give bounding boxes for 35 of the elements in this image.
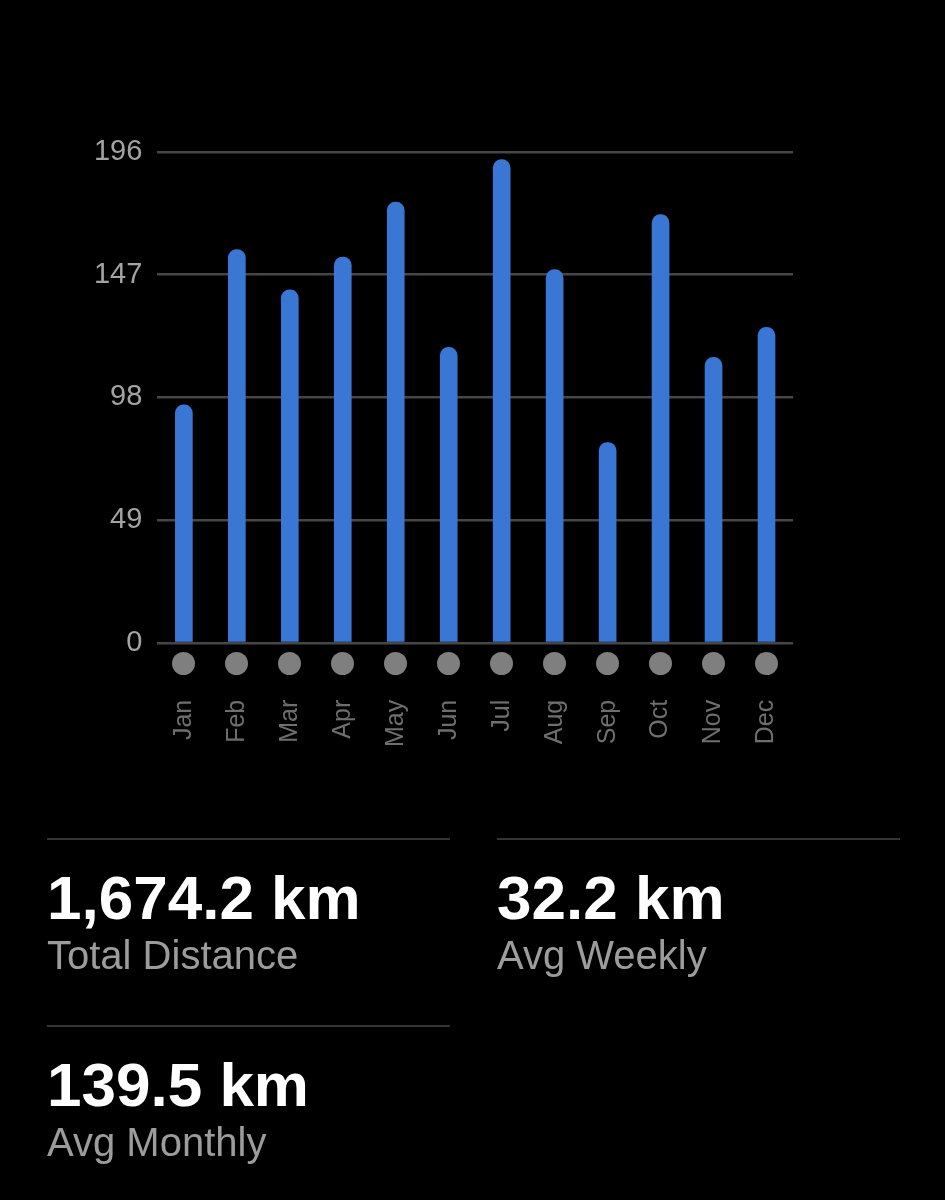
bar [704, 356, 723, 642]
bar [280, 289, 299, 642]
x-tick-label: Nov [697, 699, 726, 745]
bar [439, 346, 458, 642]
bar [333, 256, 352, 642]
text: Avg Monthly [47, 1119, 267, 1165]
x-tick-label: Aug [538, 699, 567, 745]
text: Total Distance [47, 932, 299, 978]
x-tick-label: Jan [167, 699, 196, 741]
x-tick-label: Sep [591, 699, 620, 745]
text: 139.5 km [47, 1050, 309, 1120]
y-tick-label: 147 [93, 256, 143, 289]
text: 32.2 km [497, 863, 725, 933]
bar [545, 269, 564, 642]
x-tick-label: Jun [432, 699, 461, 741]
y-tick-label: 49 [110, 502, 143, 535]
x-tick-label: Oct [644, 699, 673, 739]
x-tick-label: Dec [750, 699, 779, 745]
x-tick-label: Mar [273, 699, 302, 743]
bar [492, 159, 511, 642]
y-tick-label: 196 [93, 134, 143, 166]
bar [598, 442, 617, 642]
y-tick-label: 98 [110, 379, 143, 412]
y-tick-label: 0 [126, 624, 143, 657]
text: Avg Weekly [497, 932, 707, 978]
bar [757, 326, 776, 642]
x-tick-label: May [379, 699, 408, 748]
x-tick-label: Feb [220, 699, 249, 743]
bar [228, 249, 246, 642]
text: 1,674.2 km [47, 863, 361, 933]
bar [175, 404, 193, 642]
bar [651, 214, 670, 642]
x-tick-label: Apr [326, 699, 355, 739]
bar [386, 201, 405, 642]
x-tick-label: Jul [485, 699, 514, 732]
